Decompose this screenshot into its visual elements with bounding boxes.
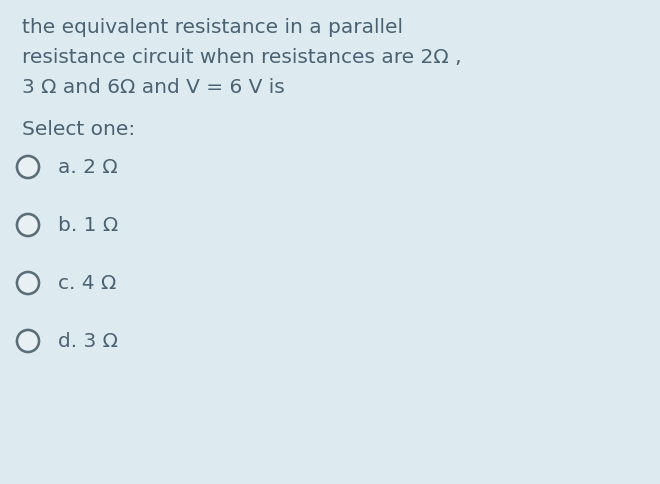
Circle shape (15, 329, 40, 354)
Circle shape (15, 155, 40, 180)
Text: 3 Ω and 6Ω and V = 6 V is: 3 Ω and 6Ω and V = 6 V is (22, 78, 284, 97)
Circle shape (15, 271, 40, 296)
Text: b. 1 Ω: b. 1 Ω (58, 216, 118, 235)
Circle shape (17, 272, 39, 294)
Circle shape (15, 213, 40, 238)
Text: d. 3 Ω: d. 3 Ω (58, 332, 118, 351)
Text: Select one:: Select one: (22, 120, 135, 139)
Circle shape (17, 214, 39, 237)
Text: c. 4 Ω: c. 4 Ω (58, 274, 116, 293)
Circle shape (17, 157, 39, 179)
Text: a. 2 Ω: a. 2 Ω (58, 158, 117, 177)
Circle shape (17, 330, 39, 352)
Text: the equivalent resistance in a parallel: the equivalent resistance in a parallel (22, 18, 403, 37)
Text: resistance circuit when resistances are 2Ω ,: resistance circuit when resistances are … (22, 48, 461, 67)
